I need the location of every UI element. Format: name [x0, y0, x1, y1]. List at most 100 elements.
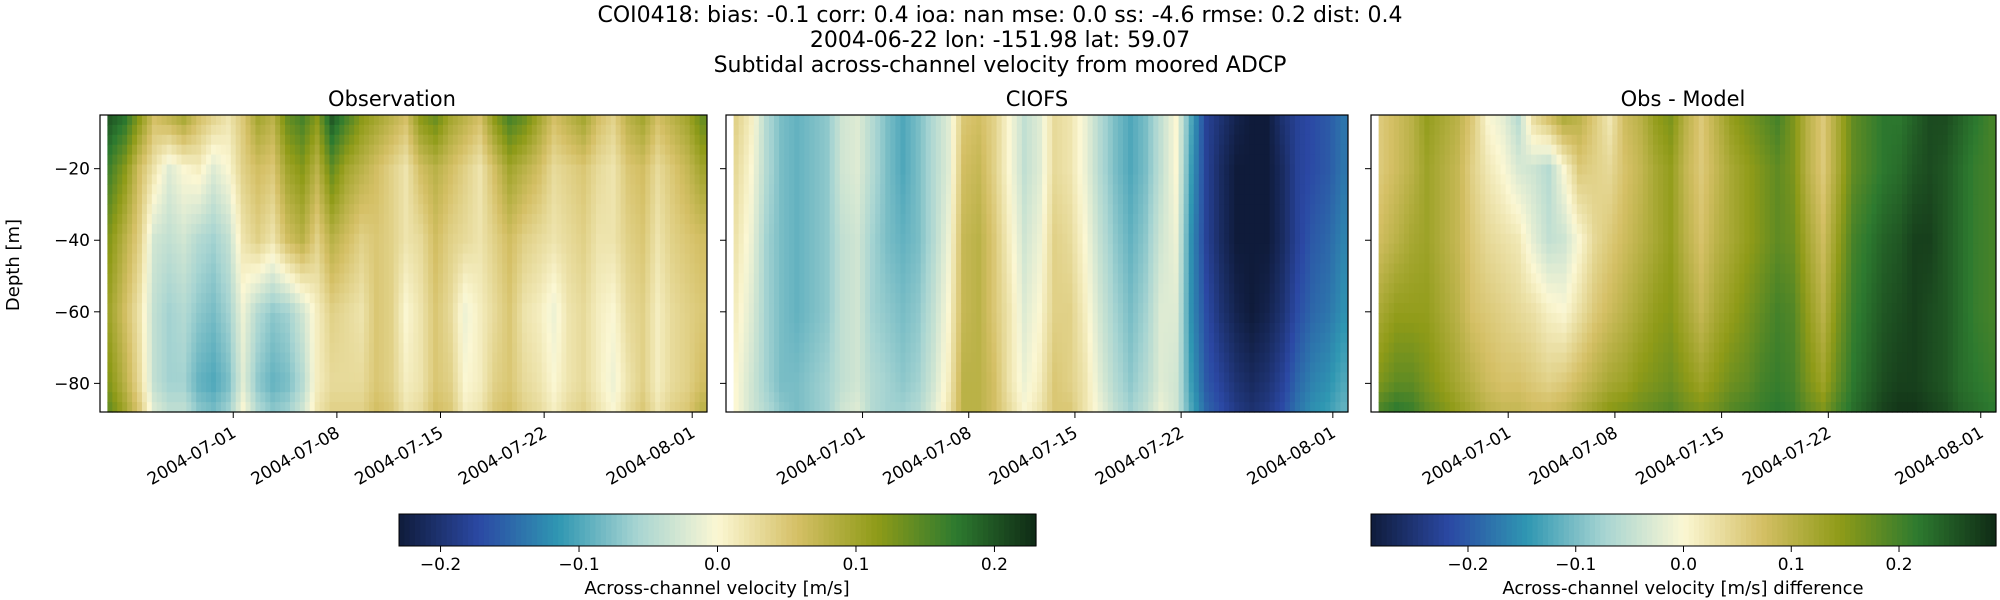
heatmap-cell: [890, 124, 897, 136]
heatmap-cell: [245, 204, 252, 215]
heatmap-cell: [531, 194, 538, 205]
heatmap-cell: [794, 382, 800, 393]
heatmap-cell: [191, 293, 197, 304]
heatmap-cell: [299, 184, 306, 195]
heatmap-cell: [905, 243, 912, 255]
heatmap-cell: [753, 174, 760, 185]
heatmap-cell: [512, 283, 518, 294]
heatmap-cell: [211, 283, 217, 294]
heatmap-cell: [865, 144, 871, 156]
heatmap-cell: [910, 204, 917, 215]
heatmap-cell: [905, 223, 912, 235]
heatmap-cell: [531, 332, 538, 344]
heatmap-cell: [799, 154, 805, 166]
heatmap-cell: [146, 115, 153, 126]
heatmap-cell: [462, 372, 469, 383]
heatmap-cell: [669, 124, 676, 136]
heatmap-cell: [640, 214, 646, 225]
heatmap-cell: [107, 144, 113, 156]
heatmap-cell: [462, 223, 469, 235]
heatmap-cell: [581, 392, 587, 403]
heatmap-cell: [285, 303, 291, 314]
heatmap-cell: [161, 124, 168, 136]
heatmap-cell: [211, 134, 217, 146]
heatmap-cell: [875, 322, 881, 334]
heatmap-cell: [758, 134, 765, 146]
heatmap-cell: [809, 362, 816, 373]
heatmap-cell: [674, 184, 681, 195]
heatmap-cell: [758, 362, 765, 373]
heatmap-cell: [388, 214, 395, 225]
heatmap-cell: [910, 342, 917, 354]
heatmap-cell: [694, 293, 701, 304]
heatmap-cell: [349, 115, 355, 126]
heatmap-cell: [521, 303, 528, 314]
heatmap-cell: [753, 322, 760, 334]
heatmap-cell: [824, 293, 831, 304]
heatmap-cell: [600, 392, 607, 403]
heatmap-cell: [839, 322, 846, 334]
heatmap-cell: [107, 134, 113, 146]
heatmap-cell: [834, 283, 841, 294]
heatmap-cell: [546, 154, 553, 166]
heatmap-cell: [245, 342, 252, 354]
heatmap-cell: [319, 164, 326, 175]
heatmap-cell: [551, 154, 558, 166]
heatmap-cell: [804, 372, 811, 383]
heatmap-cell: [245, 392, 252, 403]
heatmap-cell: [789, 214, 795, 225]
heatmap-cell: [117, 332, 123, 344]
heatmap-cell: [132, 303, 138, 314]
heatmap-cell: [151, 243, 158, 255]
heatmap-cell: [789, 253, 795, 265]
heatmap-cell: [413, 233, 419, 245]
heatmap-cell: [870, 332, 876, 344]
heatmap-cell: [215, 184, 222, 195]
heatmap-cell: [354, 194, 360, 205]
heatmap-cell: [117, 392, 123, 403]
heatmap-cell: [910, 382, 917, 393]
heatmap-cell: [408, 392, 414, 403]
heatmap-cell: [299, 194, 306, 205]
heatmap-cell: [368, 293, 375, 304]
heatmap-cell: [849, 154, 856, 166]
heatmap-cell: [270, 303, 276, 314]
heatmap-cell: [784, 194, 790, 205]
heatmap-cell: [865, 382, 871, 393]
heatmap-cell: [854, 352, 861, 364]
heatmap-cell: [779, 184, 785, 195]
heatmap-cell: [521, 253, 528, 265]
heatmap-cell: [433, 283, 439, 294]
heatmap-cell: [794, 164, 800, 175]
heatmap-cell: [610, 382, 617, 393]
heatmap-cell: [201, 174, 207, 185]
heatmap-cell: [181, 303, 187, 314]
heatmap-cell: [373, 372, 380, 383]
heatmap-cell: [482, 115, 488, 126]
heatmap-cell: [794, 194, 800, 205]
heatmap-cell: [171, 115, 178, 126]
heatmap-cell: [665, 243, 671, 255]
heatmap-cell: [497, 273, 503, 284]
heatmap-cell: [280, 332, 286, 344]
heatmap-cell: [408, 352, 414, 364]
heatmap-cell: [181, 352, 187, 364]
heatmap-cell: [225, 313, 232, 324]
heatmap-cell: [679, 223, 686, 235]
heatmap-cell: [452, 144, 459, 156]
heatmap-cell: [610, 194, 617, 205]
heatmap-cell: [260, 293, 266, 304]
heatmap-cell: [290, 223, 296, 235]
heatmap-cell: [531, 154, 538, 166]
heatmap-cell: [768, 382, 775, 393]
heatmap-cell: [206, 303, 212, 314]
heatmap-cell: [215, 124, 222, 136]
heatmap-cell: [531, 313, 538, 324]
heatmap-cell: [839, 214, 846, 225]
heatmap-cell: [275, 322, 281, 334]
heatmap-cell: [763, 362, 770, 373]
heatmap-cell: [368, 154, 375, 166]
heatmap-cell: [368, 313, 375, 324]
heatmap-cell: [526, 184, 533, 195]
heatmap-cell: [447, 164, 454, 175]
